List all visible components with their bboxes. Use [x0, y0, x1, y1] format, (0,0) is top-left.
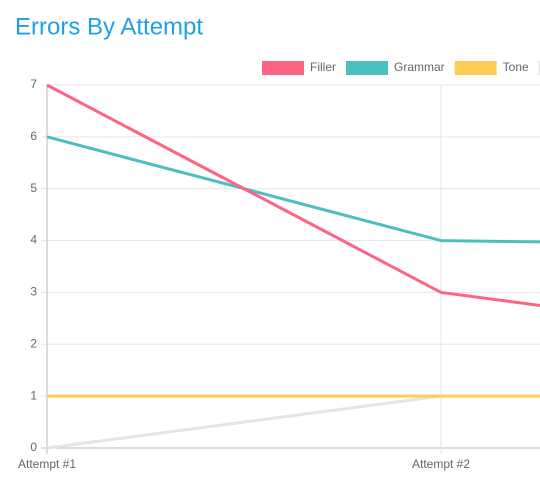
- series-line: [46, 135, 540, 244]
- chart-title: Errors By Attempt: [15, 13, 203, 40]
- series-line: [46, 394, 540, 450]
- legend-label: Tone: [503, 60, 529, 74]
- y-tick-label: 7: [30, 77, 37, 91]
- legend-swatch: [346, 61, 388, 75]
- legend-label: Grammar: [394, 60, 445, 74]
- series-line: [46, 83, 540, 307]
- y-tick-label: 1: [30, 388, 37, 402]
- legend-swatch: [538, 61, 540, 75]
- y-tick-label: 5: [30, 181, 37, 195]
- legend-label: Filler: [310, 60, 336, 74]
- y-tick-label: 6: [30, 129, 37, 143]
- y-tick-label: 2: [30, 336, 37, 350]
- legend-swatch: [262, 61, 304, 75]
- x-tick-label: Attempt #2: [412, 457, 470, 471]
- legend-swatch: [454, 61, 497, 75]
- y-tick-label: 3: [30, 285, 37, 299]
- x-tick-label: Attempt #1: [18, 457, 76, 471]
- y-tick-label: 0: [30, 440, 37, 454]
- y-tick-label: 4: [30, 233, 37, 247]
